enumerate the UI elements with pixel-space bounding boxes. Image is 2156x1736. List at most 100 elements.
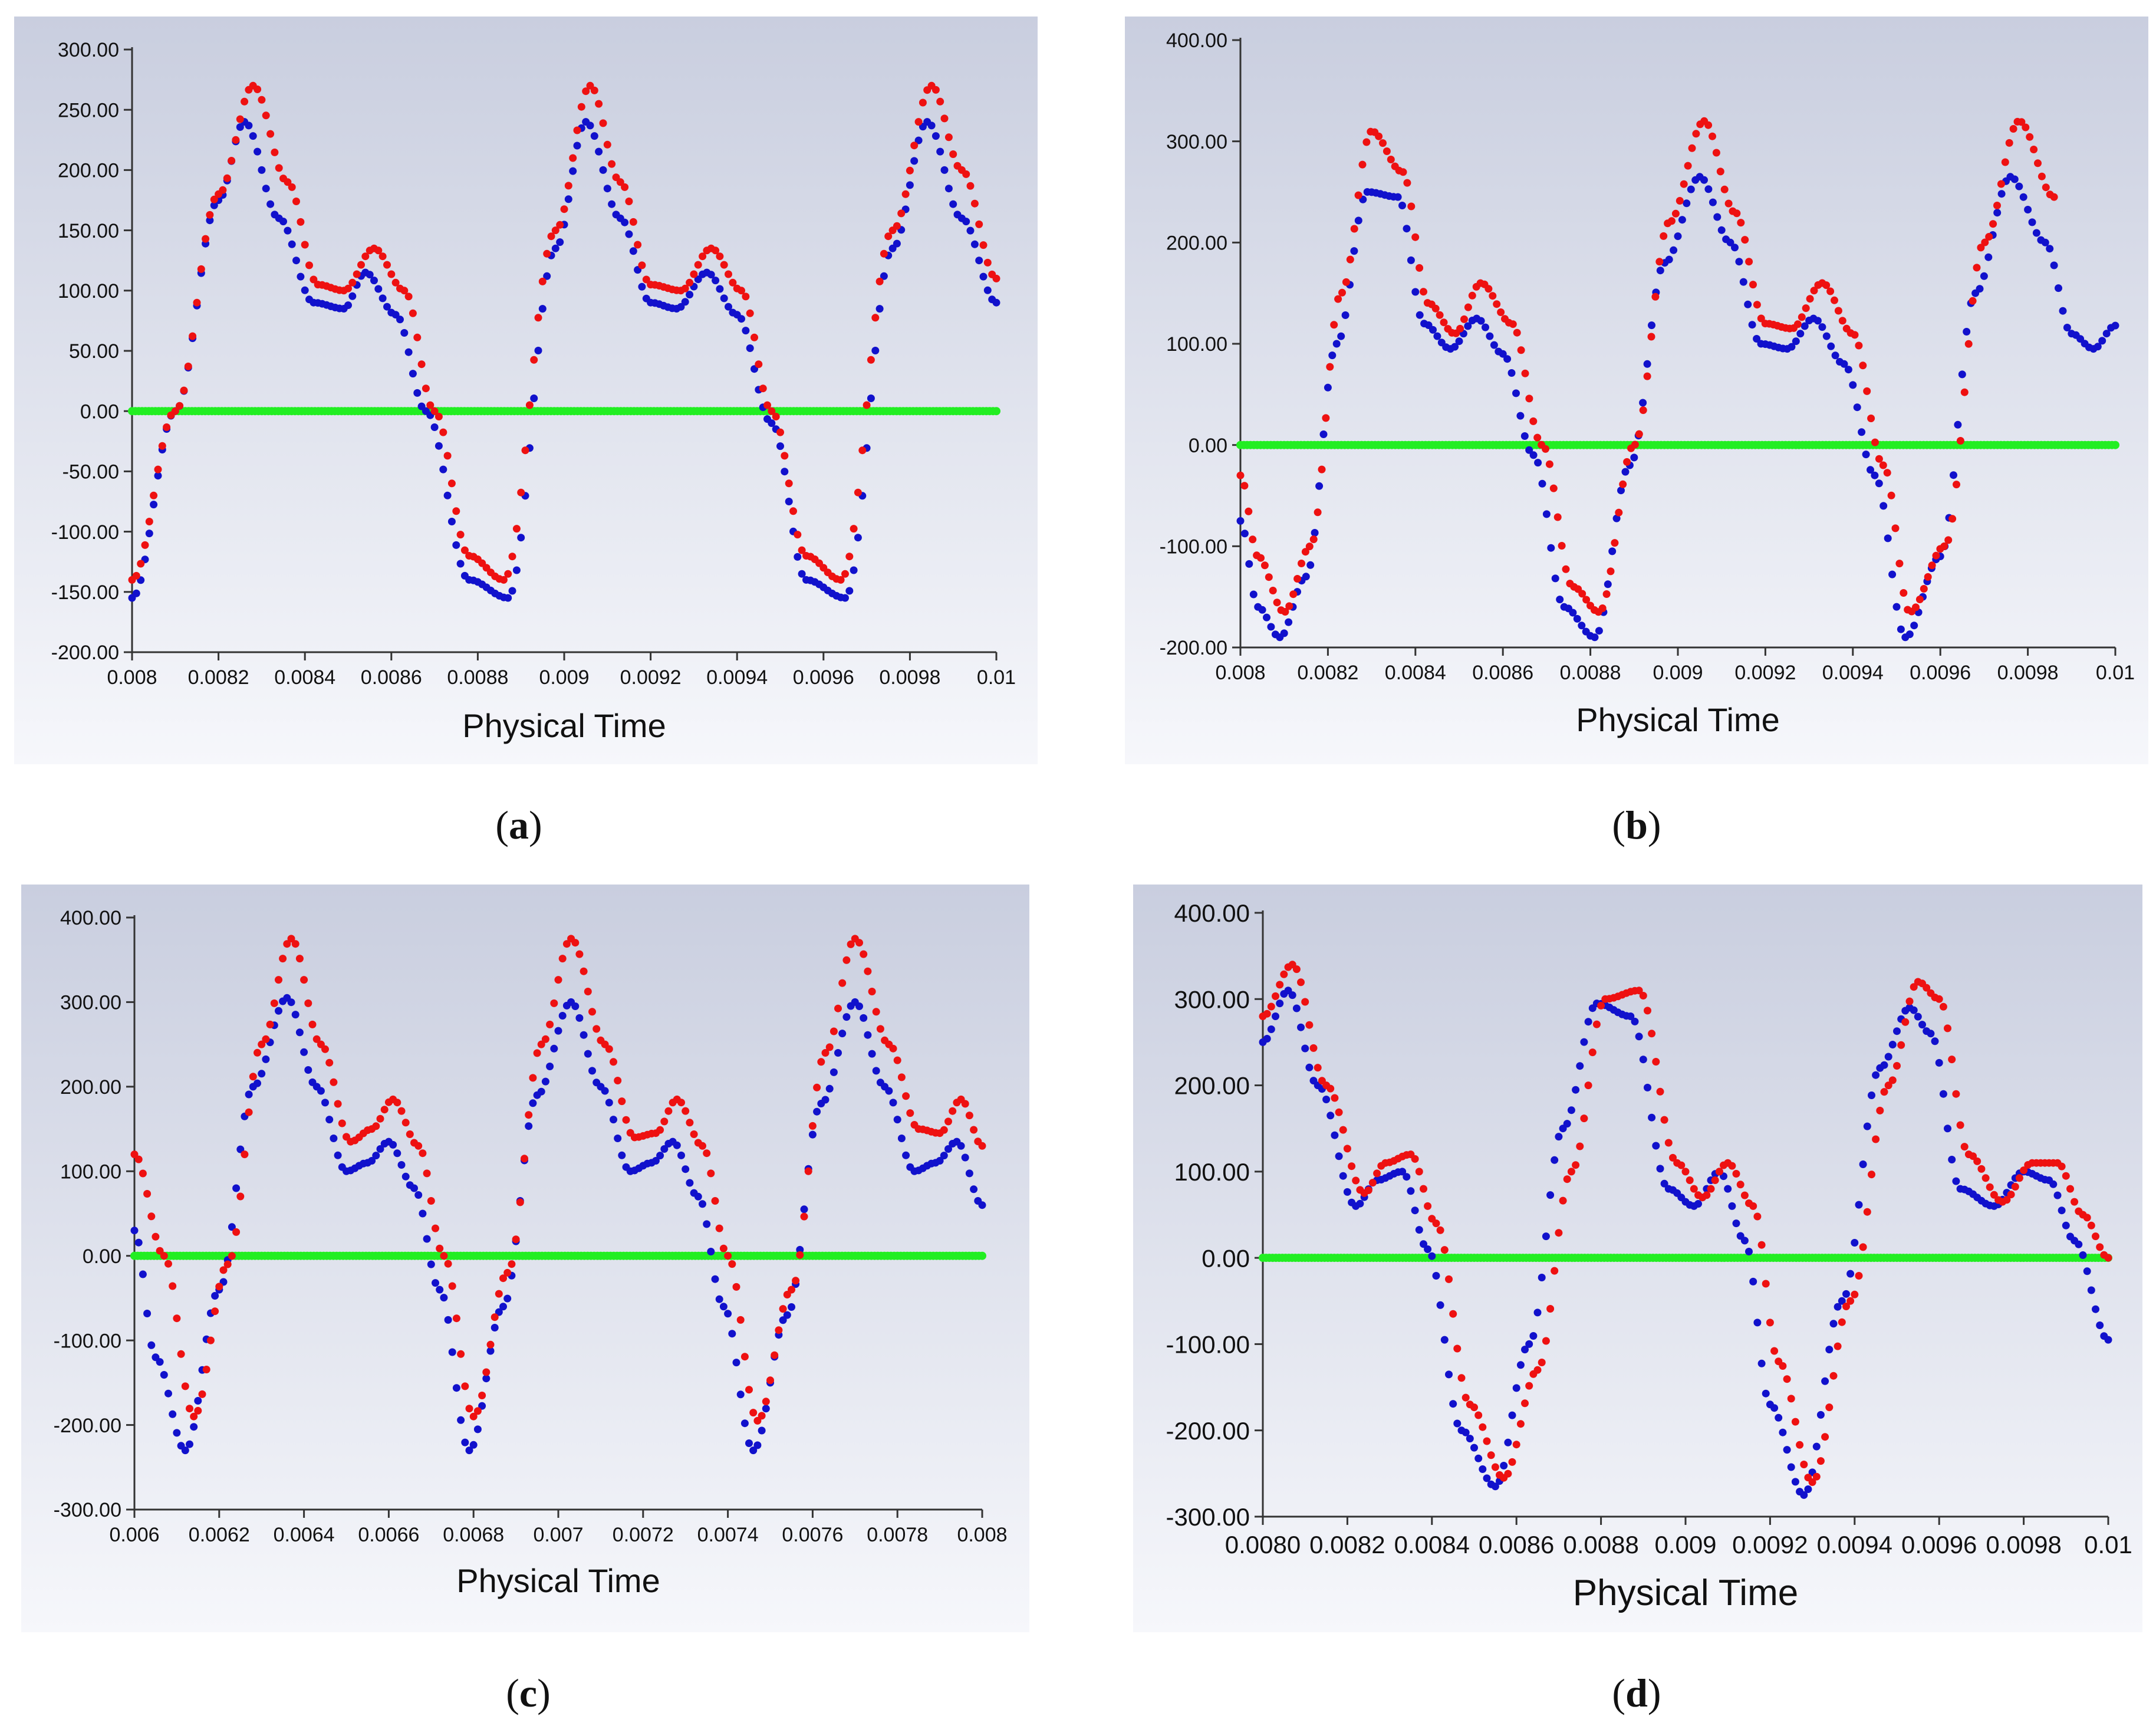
data-point-red	[1479, 1423, 1487, 1431]
data-point-blue	[2055, 284, 2062, 292]
data-point-red	[376, 1114, 384, 1123]
y-tick-label: 0.00	[1189, 435, 1227, 457]
data-point-blue	[1950, 471, 1957, 479]
data-point-blue	[1542, 1232, 1550, 1241]
data-point-red	[975, 220, 983, 228]
data-point-red	[1740, 1191, 1749, 1199]
data-point-red	[755, 360, 763, 369]
data-point-blue	[1343, 1188, 1351, 1196]
data-point-blue	[1617, 486, 1625, 495]
data-point-red	[608, 160, 616, 168]
data-point-blue	[808, 1130, 817, 1139]
data-point-blue	[1753, 1319, 1762, 1327]
data-point-blue	[569, 167, 577, 175]
data-point-blue	[1512, 1384, 1520, 1392]
data-point-red	[1484, 285, 1493, 293]
data-point-red	[271, 148, 279, 156]
data-point-red	[1762, 1280, 1770, 1288]
data-point-red	[295, 955, 304, 963]
data-point-red	[1521, 369, 1529, 377]
data-point-red	[884, 232, 893, 241]
data-point-red	[1985, 233, 1993, 241]
data-point-blue	[1678, 216, 1686, 224]
data-point-red	[1798, 313, 1806, 321]
data-point-blue	[2024, 206, 2032, 213]
data-point-red	[1990, 1191, 1998, 1199]
data-point-blue	[321, 1099, 329, 1107]
data-point-red	[1383, 147, 1391, 155]
data-point-blue	[1508, 1411, 1516, 1419]
data-point-red	[1379, 139, 1387, 147]
data-point-red	[393, 1099, 401, 1107]
y-tick-label: 300.00	[60, 992, 121, 1014]
data-point-blue	[301, 286, 309, 294]
data-point-red	[1487, 1451, 1495, 1459]
data-point-red	[800, 1212, 808, 1221]
data-point-red	[1715, 1168, 1723, 1176]
data-point-red	[728, 1260, 736, 1268]
data-point-red	[308, 1020, 317, 1028]
data-point-blue	[1800, 1491, 1808, 1499]
data-point-blue	[825, 1084, 834, 1093]
data-point-blue	[1315, 482, 1324, 490]
x-tick-label: 0.01	[977, 666, 1016, 689]
data-point-blue	[906, 181, 914, 189]
data-point-red	[1611, 539, 1619, 547]
data-point-red	[1643, 372, 1651, 380]
data-point-red	[1944, 1024, 1951, 1033]
data-point-red	[1842, 1303, 1850, 1310]
data-point-red	[1779, 1362, 1787, 1370]
data-point-blue	[1449, 1400, 1457, 1408]
data-point-blue	[154, 472, 162, 480]
series-red	[128, 81, 1000, 584]
data-point-red	[1582, 596, 1591, 604]
data-point-blue	[1331, 1131, 1339, 1139]
x-axis-label: Physical Time	[1576, 701, 1779, 738]
data-point-blue	[970, 240, 979, 248]
data-point-red	[310, 275, 318, 284]
data-point-red	[711, 1197, 719, 1205]
data-point-red	[1676, 197, 1684, 205]
y-tick-label: 200.00	[1166, 232, 1227, 255]
data-point-red	[876, 1025, 884, 1033]
data-point-blue	[279, 218, 287, 226]
data-point-red	[2096, 1243, 2104, 1251]
data-point-red	[1639, 406, 1647, 415]
data-point-blue	[779, 1316, 787, 1324]
y-tick-label: -150.00	[51, 581, 119, 604]
series-red	[130, 935, 986, 1425]
data-point-red	[749, 1409, 758, 1417]
data-point-red	[1440, 1246, 1449, 1254]
data-point-blue	[703, 1220, 711, 1228]
data-point-blue	[842, 1013, 851, 1021]
data-point-blue	[2028, 218, 2036, 226]
y-tick-label: -100.00	[1166, 1331, 1250, 1359]
data-point-blue	[1858, 428, 1866, 436]
data-point-red	[1851, 1290, 1859, 1298]
x-tick-label: 0.0098	[1986, 1531, 2061, 1559]
data-point-blue	[210, 201, 218, 209]
data-point-blue	[1822, 332, 1831, 340]
data-point-red	[1712, 149, 1720, 157]
data-point-red	[1635, 987, 1643, 995]
data-point-red	[1407, 202, 1416, 211]
data-point-red	[1944, 536, 1953, 544]
data-point-red	[554, 976, 562, 984]
data-point-red	[584, 988, 592, 995]
x-tick-label: 0.008	[957, 1524, 1007, 1546]
data-point-red	[164, 1260, 172, 1268]
data-point-red	[906, 1109, 914, 1117]
data-point-red	[1508, 1458, 1516, 1466]
data-point-red	[137, 560, 145, 568]
data-point-blue	[1888, 570, 1897, 578]
data-point-red	[1249, 535, 1257, 544]
data-point-blue	[1436, 1301, 1444, 1309]
data-point-blue	[1474, 1454, 1483, 1462]
data-point-red	[768, 407, 776, 415]
data-point-blue	[768, 419, 776, 428]
data-point-blue	[1486, 332, 1494, 340]
data-point-red	[312, 1035, 321, 1043]
data-point-blue	[245, 1090, 253, 1099]
data-point-red	[426, 401, 435, 409]
x-tick-label: 0.0084	[1394, 1531, 1470, 1559]
